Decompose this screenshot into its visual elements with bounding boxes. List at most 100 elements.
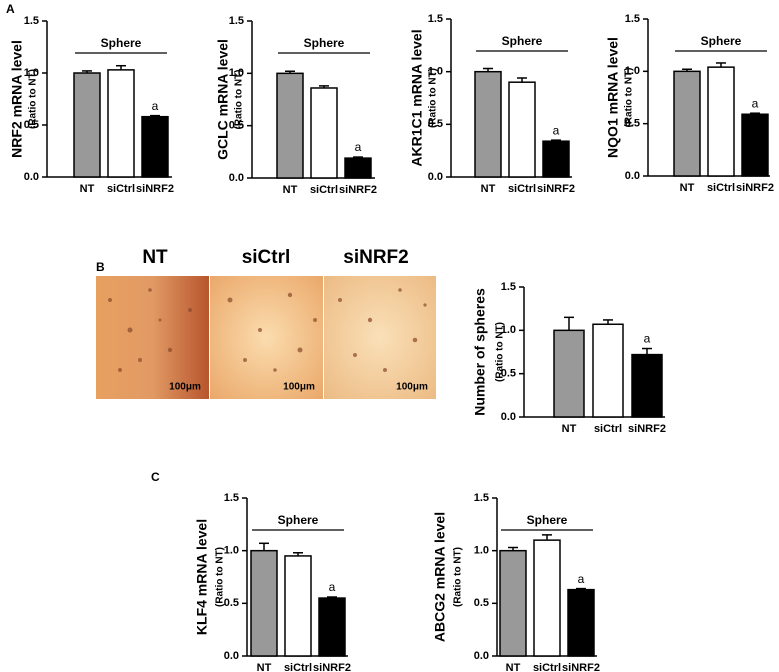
chart: KLF4 mRNA level (Ratio to NT) 0.0 0.5 1.0 1.5… (194, 492, 351, 672)
group-label: Sphere (304, 36, 345, 50)
x-tick-label: NT (80, 183, 95, 195)
y-axis-subtitle: (Ratio to NT) (428, 68, 439, 128)
bar (542, 140, 570, 178)
bar (533, 539, 561, 657)
y-tick-label: 0.0 (229, 172, 244, 184)
y-tick-label: 1.0 (428, 66, 443, 78)
y-tick-label: 0.0 (625, 170, 640, 182)
x-tick-label: siNRF2 (628, 423, 666, 435)
micrograph-image (210, 276, 323, 399)
x-tick-label: siCtrl (707, 182, 735, 194)
y-tick-label: 1.0 (501, 324, 516, 336)
y-axis-title: NRF2 mRNA level (9, 40, 25, 158)
y-tick-label: 0.5 (428, 118, 443, 130)
x-tick-label: NT (283, 184, 298, 196)
y-tick-label: 0.5 (625, 118, 640, 130)
x-tick-label: siNRF2 (562, 662, 600, 672)
group-label: Sphere (278, 513, 319, 527)
x-tick-label: NT (481, 183, 496, 195)
y-axis-subtitle: (Ratio to NT) (453, 547, 464, 607)
chart: Number of spheres (Ratio to NT) 0.0 0.5 1.0 1… (472, 281, 666, 435)
y-axis-subtitle: (Ratio to NT) (624, 68, 635, 128)
significance-label: a (578, 572, 585, 586)
y-tick-label: 1.5 (428, 13, 443, 25)
y-tick-label: 1.5 (229, 15, 244, 27)
y-axis-subtitle: (Ratio to NT) (495, 322, 506, 382)
micrograph-image (96, 276, 209, 399)
y-tick-label: 0.0 (224, 650, 239, 662)
bar (141, 115, 169, 178)
y-tick-label: 1.5 (625, 13, 640, 25)
x-tick-label: siCtrl (533, 662, 561, 672)
bar (73, 72, 101, 178)
y-tick-label: 0.5 (224, 597, 239, 609)
bar (499, 549, 527, 657)
scale-bar-label: 100μm (283, 382, 315, 393)
bar (631, 353, 663, 418)
y-axis-title: GCLC mRNA level (215, 39, 231, 160)
bar (284, 555, 312, 657)
y-tick-label: 1.0 (474, 545, 489, 557)
y-axis-title: AKR1C1 mRNA level (409, 29, 425, 166)
bar (508, 81, 536, 178)
x-tick-label: siCtrl (508, 183, 536, 195)
micrograph-label: siCtrl (242, 247, 291, 268)
y-axis-title: Number of spheres (472, 288, 488, 416)
bar (310, 87, 338, 179)
scale-bar-label: 100μm (396, 382, 428, 393)
y-axis-subtitle: (Ratio to NT) (28, 69, 39, 129)
x-tick-label: siNRF2 (313, 662, 351, 672)
panel-label: C (151, 470, 160, 484)
x-tick-label: NT (257, 662, 272, 672)
chart: NRF2 mRNA level (Ratio to NT) 0.0 0.5 1.0 1.5… (9, 15, 174, 195)
chart: ABCG2 mRNA level (Ratio to NT) 0.0 0.5 1.0 1.… (432, 492, 600, 672)
x-tick-label: siNRF2 (136, 183, 174, 195)
y-tick-label: 0.0 (24, 171, 39, 183)
chart: NQO1 mRNA level (Ratio to NT) 0.0 0.5 1.0 1.5… (605, 13, 774, 194)
x-tick-label: siCtrl (310, 184, 338, 196)
chart: GCLC mRNA level (Ratio to NT) 0.0 0.5 1.0 1.5… (215, 15, 377, 196)
y-axis-subtitle: (Ratio to NT) (215, 547, 226, 607)
bar (741, 113, 769, 177)
group-label: Sphere (502, 34, 543, 48)
significance-label: a (752, 96, 759, 110)
y-tick-label: 0.0 (474, 650, 489, 662)
group-label: Sphere (527, 513, 568, 527)
y-tick-label: 1.5 (224, 492, 239, 504)
bar (567, 588, 595, 657)
bar (474, 70, 502, 178)
y-tick-label: 0.5 (501, 368, 516, 380)
y-tick-label: 1.5 (24, 15, 39, 27)
group-label: Sphere (701, 34, 742, 48)
micrographs (96, 276, 436, 399)
cell-dots (108, 288, 427, 372)
y-tick-label: 1.0 (625, 65, 640, 77)
micrograph-image (324, 276, 436, 399)
x-tick-label: NT (562, 423, 577, 435)
x-tick-label: siNRF2 (736, 182, 774, 194)
x-tick-label: NT (506, 662, 521, 672)
bar (250, 549, 278, 657)
significance-label: a (355, 140, 362, 154)
y-tick-label: 0.0 (501, 411, 516, 423)
x-tick-label: siNRF2 (339, 184, 377, 196)
y-tick-label: 1.5 (501, 281, 516, 293)
x-tick-label: siNRF2 (537, 183, 575, 195)
bar (318, 597, 346, 657)
y-axis-title: ABCG2 mRNA level (432, 512, 448, 642)
y-tick-label: 1.0 (24, 67, 39, 79)
y-tick-label: 0.0 (428, 171, 443, 183)
y-tick-label: 0.5 (474, 597, 489, 609)
bar (107, 69, 135, 178)
significance-label: a (329, 580, 336, 594)
significance-label: a (152, 99, 159, 113)
chart: AKR1C1 mRNA level (Ratio to NT) 0.0 0.5 1.0 1… (409, 13, 575, 195)
y-tick-label: 0.5 (24, 119, 39, 131)
y-axis-title: NQO1 mRNA level (605, 37, 621, 158)
micrograph-label: NT (142, 247, 168, 268)
y-axis-subtitle: (Ratio to NT) (234, 70, 245, 130)
bar (673, 70, 701, 177)
panel-label: A (6, 2, 15, 16)
